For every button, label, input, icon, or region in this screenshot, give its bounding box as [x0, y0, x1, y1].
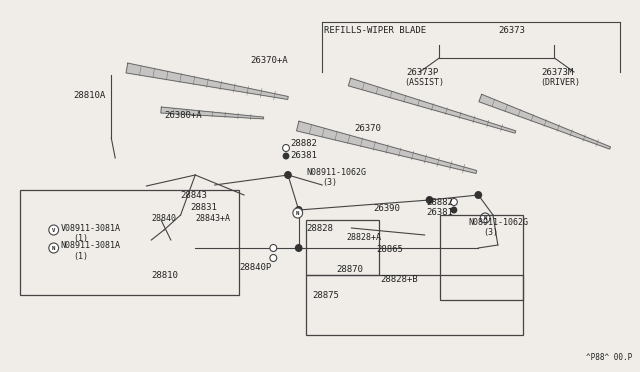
Polygon shape: [348, 78, 516, 133]
Bar: [305, 220, 379, 275]
Text: 26380+A: 26380+A: [164, 110, 202, 119]
Text: (1): (1): [73, 251, 88, 260]
Circle shape: [451, 206, 458, 214]
Text: (1): (1): [73, 234, 88, 243]
Circle shape: [426, 196, 433, 204]
Text: V: V: [52, 228, 55, 232]
Text: (ASSIST): (ASSIST): [404, 77, 444, 87]
Text: 26381: 26381: [427, 208, 454, 217]
Text: 28882: 28882: [427, 198, 454, 206]
Polygon shape: [296, 121, 477, 173]
Text: 28843+A: 28843+A: [195, 214, 230, 222]
Text: (DRIVER): (DRIVER): [540, 77, 580, 87]
Text: 26373M: 26373M: [542, 67, 574, 77]
Text: N08911-1062G: N08911-1062G: [468, 218, 529, 227]
Text: 28875: 28875: [312, 291, 339, 299]
Text: 26381: 26381: [290, 151, 317, 160]
Circle shape: [480, 213, 490, 223]
Circle shape: [270, 244, 276, 251]
Text: 28828+B: 28828+B: [381, 276, 419, 285]
Text: 28843: 28843: [180, 190, 207, 199]
Polygon shape: [479, 94, 611, 149]
Polygon shape: [126, 63, 288, 99]
Polygon shape: [161, 107, 264, 119]
Circle shape: [293, 208, 303, 218]
Text: V08911-3081A: V08911-3081A: [61, 224, 120, 232]
Circle shape: [474, 191, 482, 199]
Text: 28810A: 28810A: [73, 90, 106, 99]
Text: 28840: 28840: [151, 214, 176, 222]
Bar: [305, 275, 524, 335]
Text: 28870: 28870: [337, 266, 364, 275]
Text: 26373: 26373: [498, 26, 525, 35]
Text: 28810: 28810: [151, 270, 178, 279]
Text: N08911-1062G: N08911-1062G: [307, 167, 367, 176]
Text: 26370+A: 26370+A: [250, 55, 287, 64]
Text: ^P88^ 00.P: ^P88^ 00.P: [586, 353, 632, 362]
Circle shape: [49, 243, 59, 253]
Bar: [20, 190, 239, 295]
Circle shape: [283, 144, 289, 151]
Text: N08911-3081A: N08911-3081A: [61, 241, 120, 250]
Circle shape: [283, 153, 289, 160]
Text: 28828: 28828: [307, 224, 333, 232]
Circle shape: [295, 244, 303, 252]
Text: (3): (3): [322, 177, 337, 186]
Bar: [440, 215, 524, 300]
Text: 28831: 28831: [190, 202, 217, 212]
Text: 26370: 26370: [355, 124, 381, 132]
Text: 26373P: 26373P: [406, 67, 438, 77]
Text: 28828+A: 28828+A: [346, 232, 381, 241]
Text: 28840P: 28840P: [239, 263, 271, 273]
Text: N: N: [52, 246, 55, 250]
Text: 28865: 28865: [376, 246, 403, 254]
Circle shape: [284, 171, 292, 179]
Text: 26390: 26390: [373, 203, 400, 212]
Text: 28882: 28882: [290, 138, 317, 148]
Circle shape: [270, 254, 276, 262]
Text: N: N: [296, 211, 300, 215]
Text: (3): (3): [483, 228, 498, 237]
Text: N: N: [484, 215, 487, 221]
Circle shape: [49, 225, 59, 235]
Text: REFILLS-WIPER BLADE: REFILLS-WIPER BLADE: [324, 26, 426, 35]
Circle shape: [295, 206, 303, 214]
Circle shape: [451, 199, 458, 205]
